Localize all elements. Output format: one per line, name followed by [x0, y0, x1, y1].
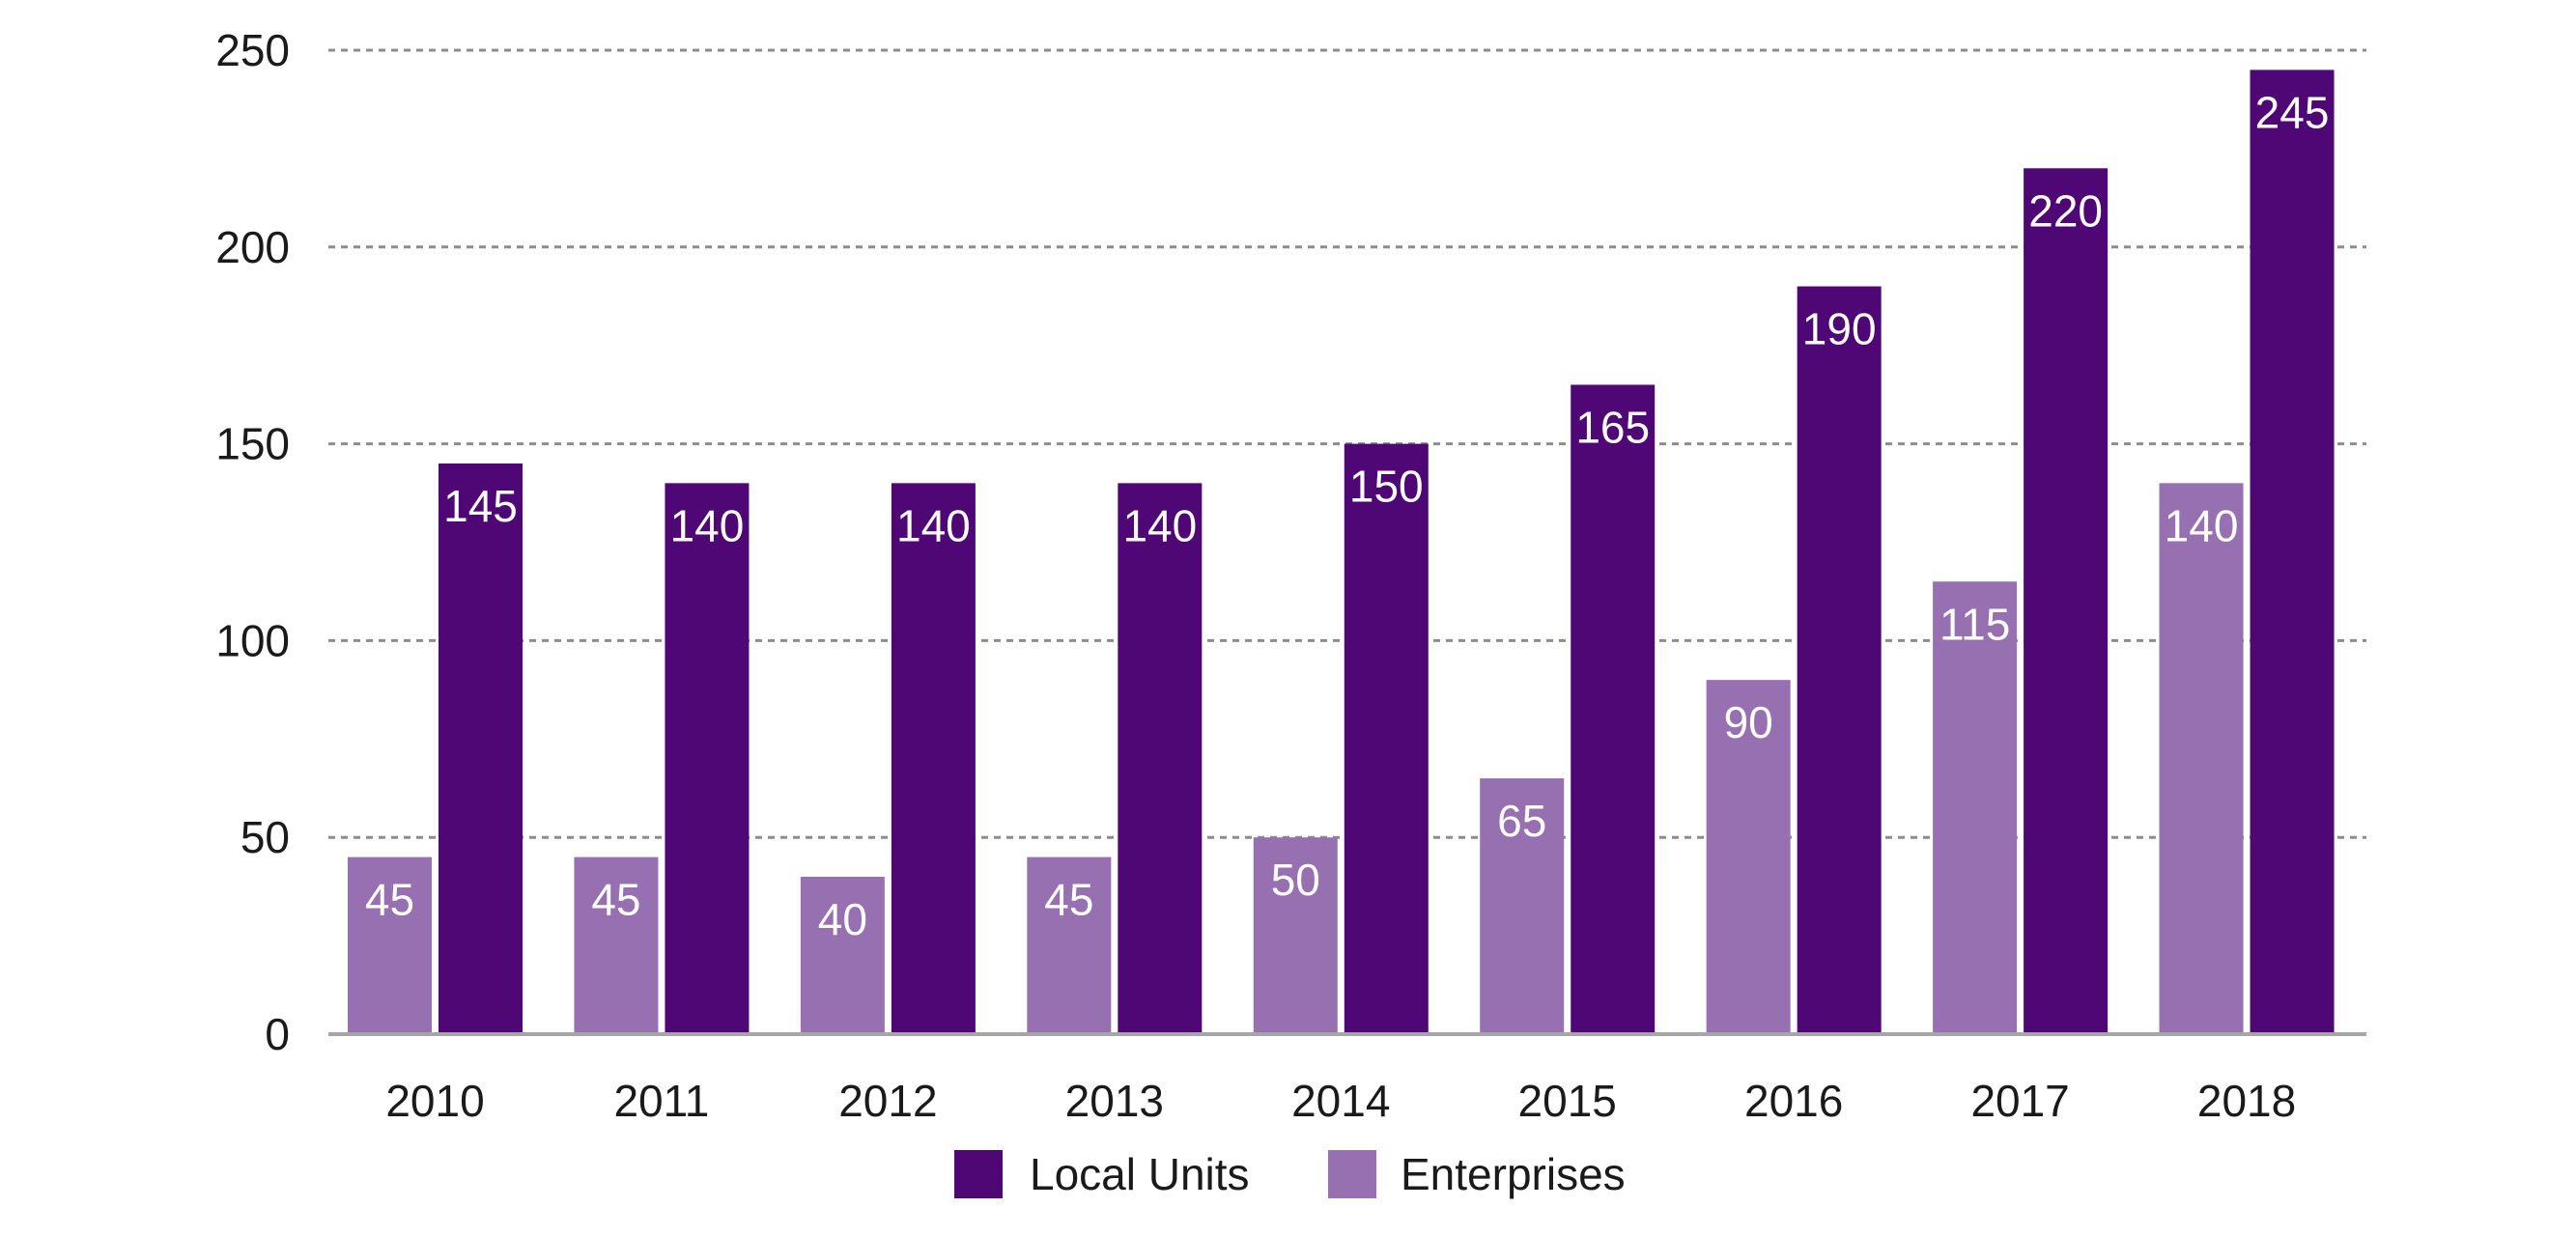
bar-local-units	[1344, 443, 1429, 1035]
x-axis-ticks: 2010 2011 2012 2013 2014 2015 2016 2017 2018	[385, 1076, 2296, 1126]
legend-swatch-local-units	[954, 1150, 1003, 1198]
bar-local-units	[2250, 70, 2335, 1034]
legend: Local Units Enterprises	[954, 1149, 1626, 1199]
bars: 45 145 45 140 40 140 45 140 50 150 65 165 90 190 115 22…	[348, 70, 2335, 1035]
bar-local-units	[2024, 168, 2109, 1034]
data-label: 140	[896, 500, 971, 550]
data-label: 50	[1271, 855, 1320, 905]
bar-local-units	[1571, 384, 1656, 1035]
data-label: 150	[1349, 462, 1424, 512]
bar-enterprises	[1933, 581, 2018, 1034]
x-tick-label: 2014	[1291, 1076, 1390, 1126]
x-tick-label: 2016	[1744, 1076, 1843, 1126]
data-label: 40	[818, 894, 867, 944]
data-label: 45	[365, 875, 414, 925]
bar-local-units	[665, 483, 750, 1034]
y-tick-label: 250	[215, 25, 290, 75]
bar-enterprises	[1480, 778, 1565, 1034]
bar-enterprises	[1027, 857, 1112, 1034]
data-label: 140	[1122, 500, 1197, 550]
x-tick-label: 2018	[2197, 1076, 2296, 1126]
legend-label-enterprises: Enterprises	[1401, 1149, 1626, 1199]
bar-local-units	[1797, 286, 1882, 1034]
y-tick-label: 100	[215, 615, 290, 665]
legend-swatch-enterprises	[1328, 1150, 1376, 1198]
legend-label-local-units: Local Units	[1030, 1149, 1250, 1199]
data-label: 220	[2028, 185, 2103, 236]
data-label: 45	[1044, 875, 1093, 925]
x-tick-label: 2011	[613, 1076, 709, 1126]
x-tick-label: 2012	[838, 1076, 937, 1126]
bar-enterprises	[1706, 680, 1791, 1034]
bar-enterprises	[1253, 837, 1338, 1034]
data-label: 115	[1939, 599, 2010, 649]
y-tick-label: 50	[241, 812, 290, 862]
data-label: 45	[591, 875, 640, 925]
bar-enterprises	[574, 857, 659, 1034]
bar-enterprises	[800, 876, 885, 1034]
x-tick-label: 2015	[1518, 1076, 1617, 1126]
y-tick-label: 200	[215, 222, 290, 272]
x-tick-label: 2017	[1970, 1076, 2069, 1126]
bar-enterprises	[348, 857, 432, 1034]
data-label: 165	[1575, 402, 1650, 452]
bar-local-units	[891, 483, 976, 1034]
y-tick-label: 0	[265, 1009, 290, 1059]
bar-local-units	[439, 463, 523, 1035]
x-tick-label: 2010	[385, 1076, 484, 1126]
bar-local-units	[1118, 483, 1203, 1034]
data-label: 140	[670, 500, 745, 550]
data-label: 245	[2255, 87, 2330, 137]
data-label: 145	[443, 481, 518, 531]
data-label: 190	[1802, 304, 1877, 354]
x-tick-label: 2013	[1065, 1076, 1164, 1126]
data-label: 90	[1724, 697, 1773, 747]
data-label: 65	[1497, 796, 1546, 846]
y-axis-ticks: 0 50 100 150 200 250	[215, 25, 290, 1059]
data-label: 140	[2165, 500, 2239, 550]
y-tick-label: 150	[215, 419, 290, 469]
bar-enterprises	[2159, 483, 2244, 1034]
